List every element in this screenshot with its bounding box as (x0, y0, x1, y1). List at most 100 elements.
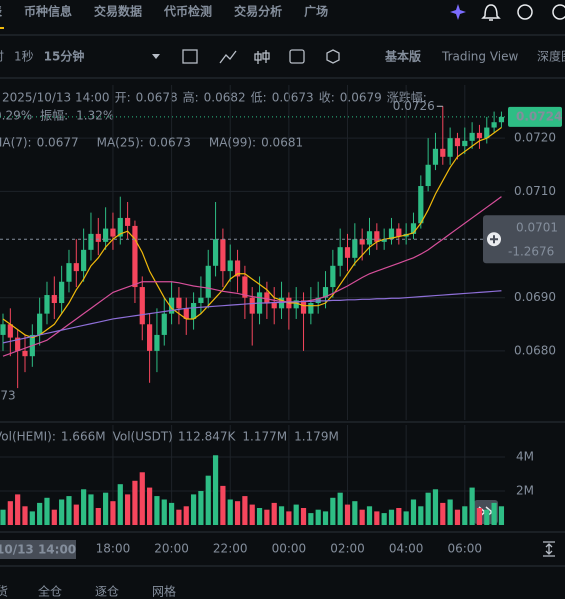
settings-icon[interactable] (517, 4, 533, 20)
tool-icon[interactable] (182, 49, 198, 64)
candle-body (498, 116, 505, 123)
volume-bar (381, 513, 387, 525)
volume-bar (256, 507, 263, 525)
volume-bar (396, 507, 402, 525)
info-label: 涨跌幅: (387, 90, 427, 105)
x-tick-label: 02:00 (330, 542, 365, 556)
info-value: 0.0678 (136, 91, 178, 105)
volume-bar (234, 501, 241, 525)
bottom-tab[interactable]: 网格 (152, 584, 176, 599)
info-time: 2025/10/13 14:00 (2, 91, 110, 105)
tool-icon[interactable] (254, 50, 270, 64)
crosshair-change: -1.2676 (508, 245, 554, 259)
candle-body (88, 233, 94, 250)
candle-body (110, 228, 116, 237)
candle-body (125, 217, 131, 226)
volume-bar (132, 480, 138, 525)
candle-body (242, 276, 248, 298)
bottom-tab[interactable]: 逐仓 (95, 585, 119, 599)
legend-label: MA(99): (209, 136, 256, 150)
bell-icon[interactable] (481, 4, 501, 21)
candle-body (344, 247, 351, 258)
tool-icon[interactable] (326, 49, 340, 64)
candle-body (410, 223, 417, 234)
info-label: 低: (251, 91, 267, 105)
candle-body (81, 249, 87, 272)
volume-bar (374, 511, 380, 525)
tool-icon[interactable] (219, 50, 237, 64)
volume-legend-value: 112.847K (178, 430, 237, 444)
volume-bar (154, 496, 160, 525)
volume-tick-label: 4M (516, 449, 534, 463)
candle-body (366, 231, 373, 245)
volume-bar (139, 472, 145, 525)
view-tab[interactable]: Trading View (441, 50, 519, 64)
volume-bar (88, 494, 94, 525)
bottom-tab[interactable]: 货 (0, 584, 8, 599)
candle-body (462, 140, 468, 147)
ma-line (2, 196, 502, 357)
more-icon[interactable] (552, 4, 565, 20)
info-label: 收: (319, 91, 335, 105)
tool-icon[interactable] (289, 49, 305, 64)
candle-body (154, 334, 160, 351)
volume-bar (0, 509, 6, 525)
info-value: 0.0673 (272, 91, 314, 105)
candle-body (469, 132, 475, 141)
x-tick-label: 04:00 (389, 542, 424, 556)
volume-bar (117, 484, 123, 525)
ai-icon[interactable] (450, 4, 466, 20)
tab[interactable]: 代币检测 (163, 4, 212, 19)
volume-bar (286, 511, 292, 525)
volume-bar (498, 506, 505, 525)
view-tab[interactable]: 基本版 (384, 49, 421, 64)
interval[interactable]: 时 (0, 50, 4, 64)
expand-icon[interactable] (543, 541, 555, 557)
candle-body (44, 295, 50, 314)
volume-bar (22, 506, 28, 525)
candle-body (374, 231, 380, 242)
candle-body (454, 138, 461, 147)
candle-body (330, 265, 336, 288)
volume-bar (410, 499, 417, 525)
y-tick-label: 0.0710 (514, 184, 556, 198)
tab[interactable]: 交易分析 (234, 4, 282, 19)
legend-value: 0.0677 (37, 136, 79, 150)
candle-body (388, 228, 395, 240)
tab[interactable]: 交易数据 (94, 4, 142, 19)
tab[interactable]: 广场 (304, 4, 328, 19)
x-tick-label: 06:00 (447, 542, 482, 556)
volume-tick-label: 2M (516, 483, 534, 497)
candle-body (234, 260, 241, 277)
candle-body (293, 300, 299, 309)
crosshair-box (483, 215, 565, 264)
info-value: 0.29% (0, 109, 32, 123)
bottom-tab[interactable]: 全仓 (38, 584, 62, 599)
tab[interactable]: 币种信息 (24, 4, 72, 19)
tab[interactable]: 表 (0, 4, 3, 19)
volume-legend-value: 1.179M (294, 430, 339, 444)
candle-body (139, 287, 145, 325)
crosshair-price: 0.0701 (516, 221, 558, 235)
y-tick-label: 0.0680 (514, 343, 556, 357)
candle-body (147, 324, 153, 351)
view-tab[interactable]: 深度图 (537, 49, 565, 64)
volume-bar (293, 504, 299, 525)
x-tick-label: 22:00 (213, 542, 248, 556)
volume-bar (51, 509, 57, 525)
candle-body (37, 313, 43, 335)
interval[interactable]: 1秒 (14, 50, 34, 64)
volume-bar (484, 509, 490, 525)
interval[interactable]: 15分钟 (44, 49, 85, 64)
volume-bar (491, 502, 497, 525)
volume-bar (95, 507, 101, 525)
volume-bar (212, 455, 219, 525)
candle-body (476, 132, 483, 139)
candle-body (271, 303, 277, 309)
volume-bar (44, 497, 50, 525)
dropdown[interactable] (152, 54, 160, 59)
candle-body (51, 295, 57, 304)
candle-body (198, 297, 204, 304)
volume-bar (454, 509, 461, 525)
